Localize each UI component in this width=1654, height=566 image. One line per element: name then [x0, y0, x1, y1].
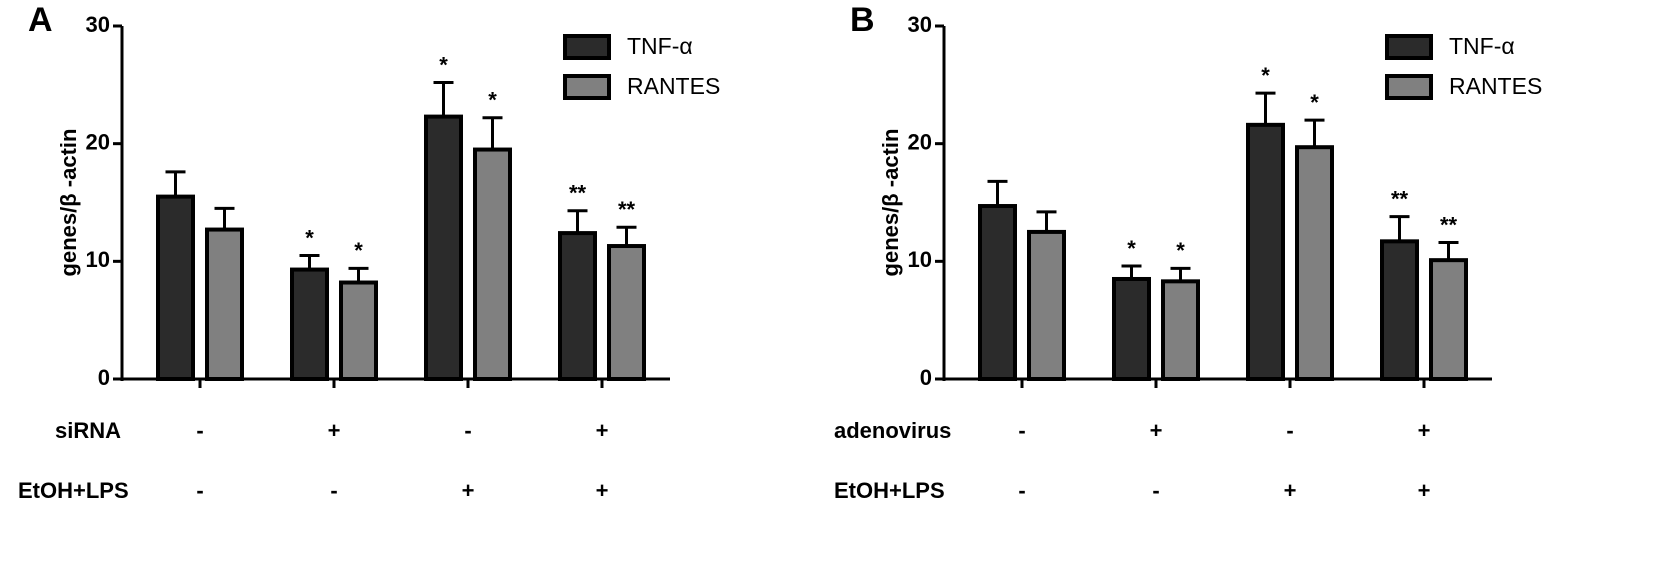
significance-label: * — [1261, 63, 1270, 88]
panel-label: A — [28, 1, 53, 39]
y-tick-label: 30 — [86, 12, 110, 37]
bar — [1429, 258, 1468, 382]
y-tick-label: 10 — [908, 247, 932, 272]
condition-value: + — [596, 418, 609, 443]
bar — [607, 244, 646, 381]
condition-value: + — [328, 418, 341, 443]
significance-label: ** — [1391, 186, 1409, 211]
bar — [290, 267, 329, 382]
condition-value: + — [1418, 478, 1431, 503]
y-axis-label: genes/β -actin — [56, 129, 81, 277]
significance-label: * — [488, 88, 497, 113]
y-tick-label: 30 — [908, 12, 932, 37]
legend-label: TNF-α — [1449, 33, 1515, 59]
bar — [339, 280, 378, 381]
condition-value: + — [1150, 418, 1163, 443]
legend-label: TNF-α — [627, 33, 693, 59]
legend-swatch — [1385, 74, 1433, 100]
condition-value: + — [462, 478, 475, 503]
bar — [424, 114, 463, 381]
significance-label: ** — [569, 181, 587, 206]
legend-swatch — [1385, 34, 1433, 60]
bar — [473, 147, 512, 381]
condition-value: - — [1152, 478, 1159, 503]
significance-label: ** — [618, 197, 636, 222]
condition-name: adenovirus — [834, 418, 951, 443]
legend-label: RANTES — [1449, 73, 1542, 99]
condition-value: - — [196, 418, 203, 443]
bar — [978, 204, 1017, 381]
bar — [1246, 122, 1285, 381]
bar — [1112, 276, 1151, 382]
significance-label: * — [354, 238, 363, 263]
condition-value: - — [1018, 478, 1025, 503]
condition-value: - — [330, 478, 337, 503]
condition-value: - — [464, 418, 471, 443]
y-axis-label: genes/β -actin — [878, 129, 903, 277]
significance-label: * — [1176, 238, 1185, 263]
panel-label: B — [850, 1, 875, 39]
bar — [156, 194, 195, 381]
condition-name: siRNA — [55, 418, 121, 443]
y-tick-label: 20 — [86, 129, 110, 154]
condition-value: - — [196, 478, 203, 503]
legend-label: RANTES — [627, 73, 720, 99]
condition-name: EtOH+LPS — [18, 478, 129, 503]
condition-value: - — [1286, 418, 1293, 443]
y-tick-label: 10 — [86, 247, 110, 272]
bar — [205, 227, 244, 381]
significance-label: * — [439, 52, 448, 77]
condition-value: - — [1018, 418, 1025, 443]
condition-value: + — [596, 478, 609, 503]
bar — [1380, 239, 1419, 381]
condition-name: EtOH+LPS — [834, 478, 945, 503]
significance-label: * — [305, 225, 314, 250]
y-tick-label: 0 — [920, 365, 932, 390]
y-tick-label: 20 — [908, 129, 932, 154]
legend-swatch — [563, 34, 611, 60]
legend-swatch — [563, 74, 611, 100]
bar — [558, 231, 597, 381]
condition-value: + — [1284, 478, 1297, 503]
significance-label: * — [1127, 236, 1136, 261]
significance-label: ** — [1440, 212, 1458, 237]
bar — [1295, 145, 1334, 381]
condition-value: + — [1418, 418, 1431, 443]
bar — [1027, 229, 1066, 381]
bar — [1161, 279, 1200, 381]
y-tick-label: 0 — [98, 365, 110, 390]
significance-label: * — [1310, 90, 1319, 115]
